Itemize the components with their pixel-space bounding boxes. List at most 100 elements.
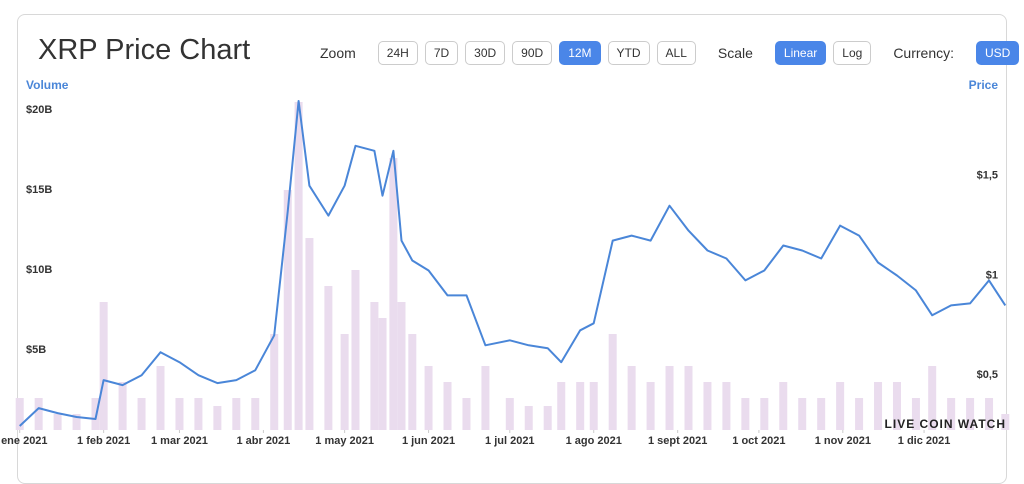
y2-tick-label: $1,5 bbox=[977, 170, 998, 182]
volume-bar bbox=[251, 398, 260, 430]
x-tick-label: 1 abr 2021 bbox=[236, 435, 290, 447]
x-tick-label: 1 sept 2021 bbox=[648, 435, 707, 447]
y-tick-label: $15B bbox=[26, 184, 52, 196]
y2-tick-label: $1 bbox=[986, 269, 998, 281]
x-tick-label: 1 oct 2021 bbox=[732, 435, 785, 447]
volume-bar bbox=[283, 190, 292, 430]
currency-buttons: USD bbox=[976, 41, 1020, 65]
currency-button[interactable]: USD bbox=[976, 41, 1020, 65]
x-tick-label: 1 ago 2021 bbox=[566, 435, 622, 447]
scale-buttons: Linear Log bbox=[774, 41, 872, 65]
volume-bar bbox=[874, 382, 883, 430]
volume-bar bbox=[370, 302, 379, 430]
volume-bar bbox=[175, 398, 184, 430]
volume-bar bbox=[836, 382, 845, 430]
zoom-button[interactable]: 24H bbox=[377, 41, 418, 65]
y2-tick-label: $0,5 bbox=[977, 369, 998, 381]
volume-bar bbox=[351, 270, 360, 430]
axis-title: Price bbox=[969, 78, 999, 92]
volume-bar bbox=[589, 382, 598, 430]
volume-bar bbox=[627, 366, 636, 430]
zoom-button[interactable]: 30D bbox=[465, 41, 506, 65]
volume-bar bbox=[576, 382, 585, 430]
volume-bar bbox=[305, 238, 314, 430]
zoom-button[interactable]: 12M bbox=[559, 41, 601, 65]
x-tick-label: 1 jul 2021 bbox=[485, 435, 535, 447]
volume-bar bbox=[608, 334, 617, 430]
volume-bar bbox=[947, 398, 956, 430]
volume-bar bbox=[389, 158, 398, 430]
volume-bar bbox=[15, 398, 24, 430]
volume-bar bbox=[156, 366, 165, 430]
volume-bar bbox=[1001, 414, 1010, 430]
volume-bar bbox=[378, 318, 387, 430]
scale-button[interactable]: Log bbox=[833, 41, 872, 65]
volume-bar bbox=[118, 382, 127, 430]
x-tick-label: 1 jun 2021 bbox=[402, 435, 455, 447]
volume-bar bbox=[760, 398, 769, 430]
volume-bar bbox=[213, 406, 222, 430]
volume-bar bbox=[408, 334, 417, 430]
volume-bar bbox=[53, 414, 62, 430]
volume-bar bbox=[99, 302, 108, 430]
y-tick-label: $20B bbox=[26, 104, 52, 116]
zoom-button[interactable]: 90D bbox=[512, 41, 553, 65]
controls: Zoom 24H 7D 30D 90D 12M YTD ALL Scale Linear Log Cu… bbox=[320, 41, 1024, 65]
volume-bar bbox=[817, 398, 826, 430]
zoom-button[interactable]: 7D bbox=[424, 41, 459, 65]
volume-bar bbox=[779, 382, 788, 430]
volume-bar bbox=[462, 398, 471, 430]
chart-title: XRP Price Chart bbox=[38, 34, 251, 66]
zoom-label: Zoom bbox=[320, 45, 356, 61]
volume-bar bbox=[892, 382, 901, 430]
volume-bar bbox=[294, 102, 303, 430]
volume-bar bbox=[424, 366, 433, 430]
volume-bar bbox=[557, 382, 566, 430]
volume-bar bbox=[72, 414, 81, 430]
volume-bar bbox=[194, 398, 203, 430]
volume-bar bbox=[481, 366, 490, 430]
volume-bar bbox=[928, 366, 937, 430]
volume-bar bbox=[966, 398, 975, 430]
x-tick-label: 1 may 2021 bbox=[315, 435, 374, 447]
volume-bar bbox=[684, 366, 693, 430]
volume-bar bbox=[397, 302, 406, 430]
price-line bbox=[19, 100, 1007, 427]
volume-bar bbox=[505, 398, 514, 430]
volume-bar bbox=[665, 366, 674, 430]
volume-bar bbox=[646, 382, 655, 430]
volume-bar bbox=[270, 334, 279, 430]
scale-label: Scale bbox=[717, 45, 753, 61]
volume-bar bbox=[340, 334, 349, 430]
scale-button[interactable]: Linear bbox=[774, 41, 827, 65]
volume-bar bbox=[985, 398, 994, 430]
axis-title: Volume bbox=[26, 78, 69, 92]
volume-bar bbox=[703, 382, 712, 430]
volume-bar bbox=[34, 398, 43, 430]
zoom-buttons: 24H 7D 30D 90D 12M YTD ALL bbox=[377, 41, 696, 65]
y-tick-label: $10B bbox=[26, 264, 52, 276]
volume-bar bbox=[137, 398, 146, 430]
volume-bar bbox=[543, 406, 552, 430]
volume-bar bbox=[741, 398, 750, 430]
x-tick-label: 1 feb 2021 bbox=[77, 435, 130, 447]
volume-bar bbox=[798, 398, 807, 430]
volume-bar bbox=[722, 382, 731, 430]
chart: Volume Price $5B $10B $15B $20B $0,5 $1 $1,5 1 en… bbox=[0, 78, 1010, 447]
volume-bar bbox=[855, 398, 864, 430]
x-tick-label: 1 dic 2021 bbox=[898, 435, 951, 447]
x-tick-label: 1 mar 2021 bbox=[151, 435, 208, 447]
volume-bar bbox=[324, 286, 333, 430]
currency-label: Currency: bbox=[893, 45, 954, 61]
volume-bar bbox=[524, 406, 533, 430]
page: Volume Price $5B $10B $15B $20B $0,5 $1 $1,5 1 en… bbox=[0, 14, 1024, 484]
zoom-button[interactable]: YTD bbox=[607, 41, 650, 65]
watermark: LIVE COIN WATCH bbox=[885, 417, 1006, 431]
y-tick-label: $5B bbox=[26, 344, 46, 356]
volume-bar bbox=[232, 398, 241, 430]
x-tick-label: 1 ene 2021 bbox=[0, 435, 48, 447]
zoom-button[interactable]: ALL bbox=[656, 41, 696, 65]
x-tick-label: 1 nov 2021 bbox=[815, 435, 871, 447]
volume-bar bbox=[443, 382, 452, 430]
volume-bar bbox=[911, 398, 920, 430]
